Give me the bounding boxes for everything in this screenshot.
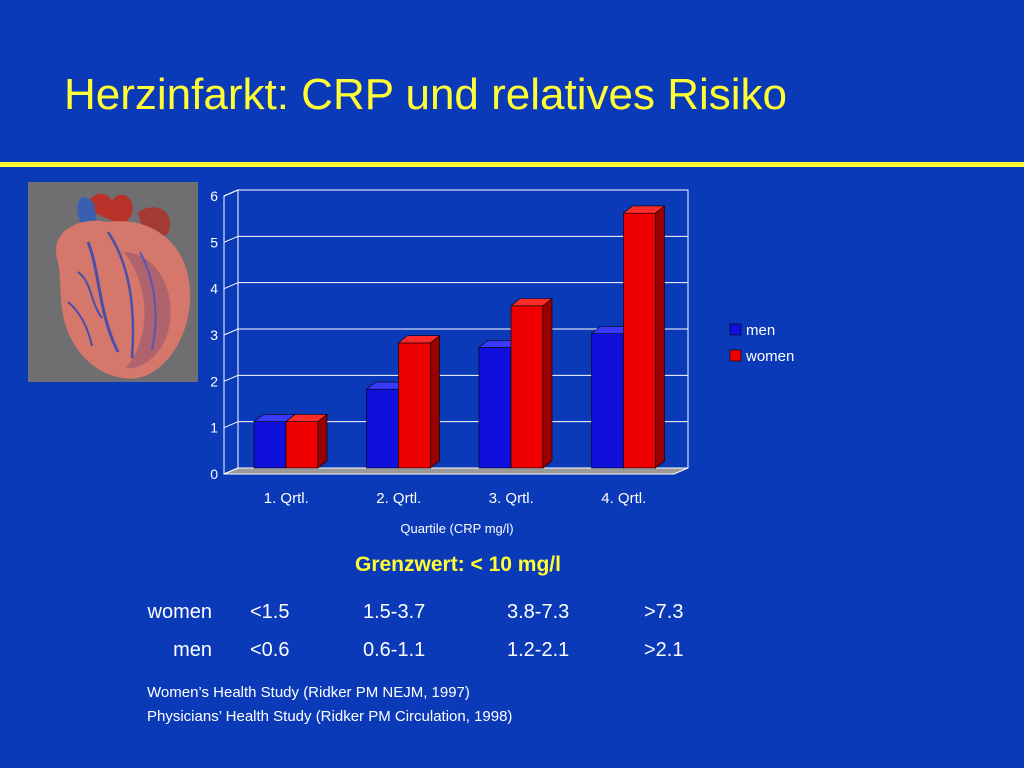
range-row-men: men <0.6 0.6-1.1 1.2-2.1 >2.1 [130,639,730,677]
y-tick-label: 4 [210,281,218,297]
x-tick-label: 1. Qrtl. [264,490,309,507]
legend-label-women: women [745,348,794,365]
slide-title: Herzinfarkt: CRP und relatives Risiko [64,70,787,119]
y-tick-label: 2 [210,373,218,389]
gridline-depth [223,421,239,429]
range-row-women: women <1.5 1.5-3.7 3.8-7.3 >7.3 [130,601,730,639]
bar-side-women [317,413,328,469]
citation-womens-health-study: Women’s Health Study (Ridker PM NEJM, 19… [147,684,470,701]
citation-physicians-health-study: Physicians’ Health Study (Ridker PM Circ… [147,708,513,725]
heart-illustration [28,182,198,382]
y-tick-label: 6 [210,188,218,204]
range-cell: >2.1 [644,639,684,661]
range-row-label: women [147,601,212,623]
bar-men [478,347,512,469]
bar-women [510,305,544,469]
x-tick-label: 2. Qrtl. [376,490,421,507]
gridline-depth [223,235,239,243]
bar-women [398,342,431,469]
legend-label-men: men [746,322,775,339]
range-cell: 1.2-2.1 [507,639,570,661]
range-cell: >7.3 [644,601,684,623]
bar-men [253,421,287,469]
range-cell: 0.6-1.1 [363,639,426,661]
crp-range-table: women <1.5 1.5-3.7 3.8-7.3 >7.3 men <0.6… [130,601,730,677]
range-cell: <1.5 [250,601,290,623]
gridline-depth [223,374,239,382]
legend-swatch-men [729,323,742,336]
x-axis-label: Quartile (CRP mg/l) [400,521,513,536]
gridline-depth [223,189,239,197]
gridline-depth [223,328,239,336]
bar-women [623,212,656,469]
title-divider [0,162,1024,167]
y-tick-label: 3 [210,327,218,343]
gridline-depth [223,282,239,290]
source-citations: Women’s Health Study (Ridker PM NEJM, 19… [147,681,512,729]
bar-men [591,333,624,469]
bar-chart: 0 1 2 3 4 5 6 1. Qrtl. 2. Qrtl. 3. Qrtl. 4. Qrtl. Q… [210,188,794,536]
y-tick-label: 1 [210,420,218,436]
legend-swatch-women [729,349,742,362]
range-cell: <0.6 [250,639,290,661]
bar-side-women [430,335,440,469]
x-tick-label: 3. Qrtl. [489,490,534,507]
bar-side-women [655,205,665,469]
range-cell: 3.8-7.3 [507,601,570,623]
y-tick-label: 0 [210,466,218,482]
bar-men [366,388,399,469]
bar-side-women [542,298,553,469]
bar-women [285,421,319,469]
x-tick-label: 4. Qrtl. [601,490,646,507]
range-cell: 1.5-3.7 [363,601,426,623]
plot-floor [223,467,689,475]
y-tick-label: 5 [210,234,218,250]
limit-label: Grenzwert: < 10 mg/l [355,553,561,576]
range-row-label: men [173,639,212,661]
